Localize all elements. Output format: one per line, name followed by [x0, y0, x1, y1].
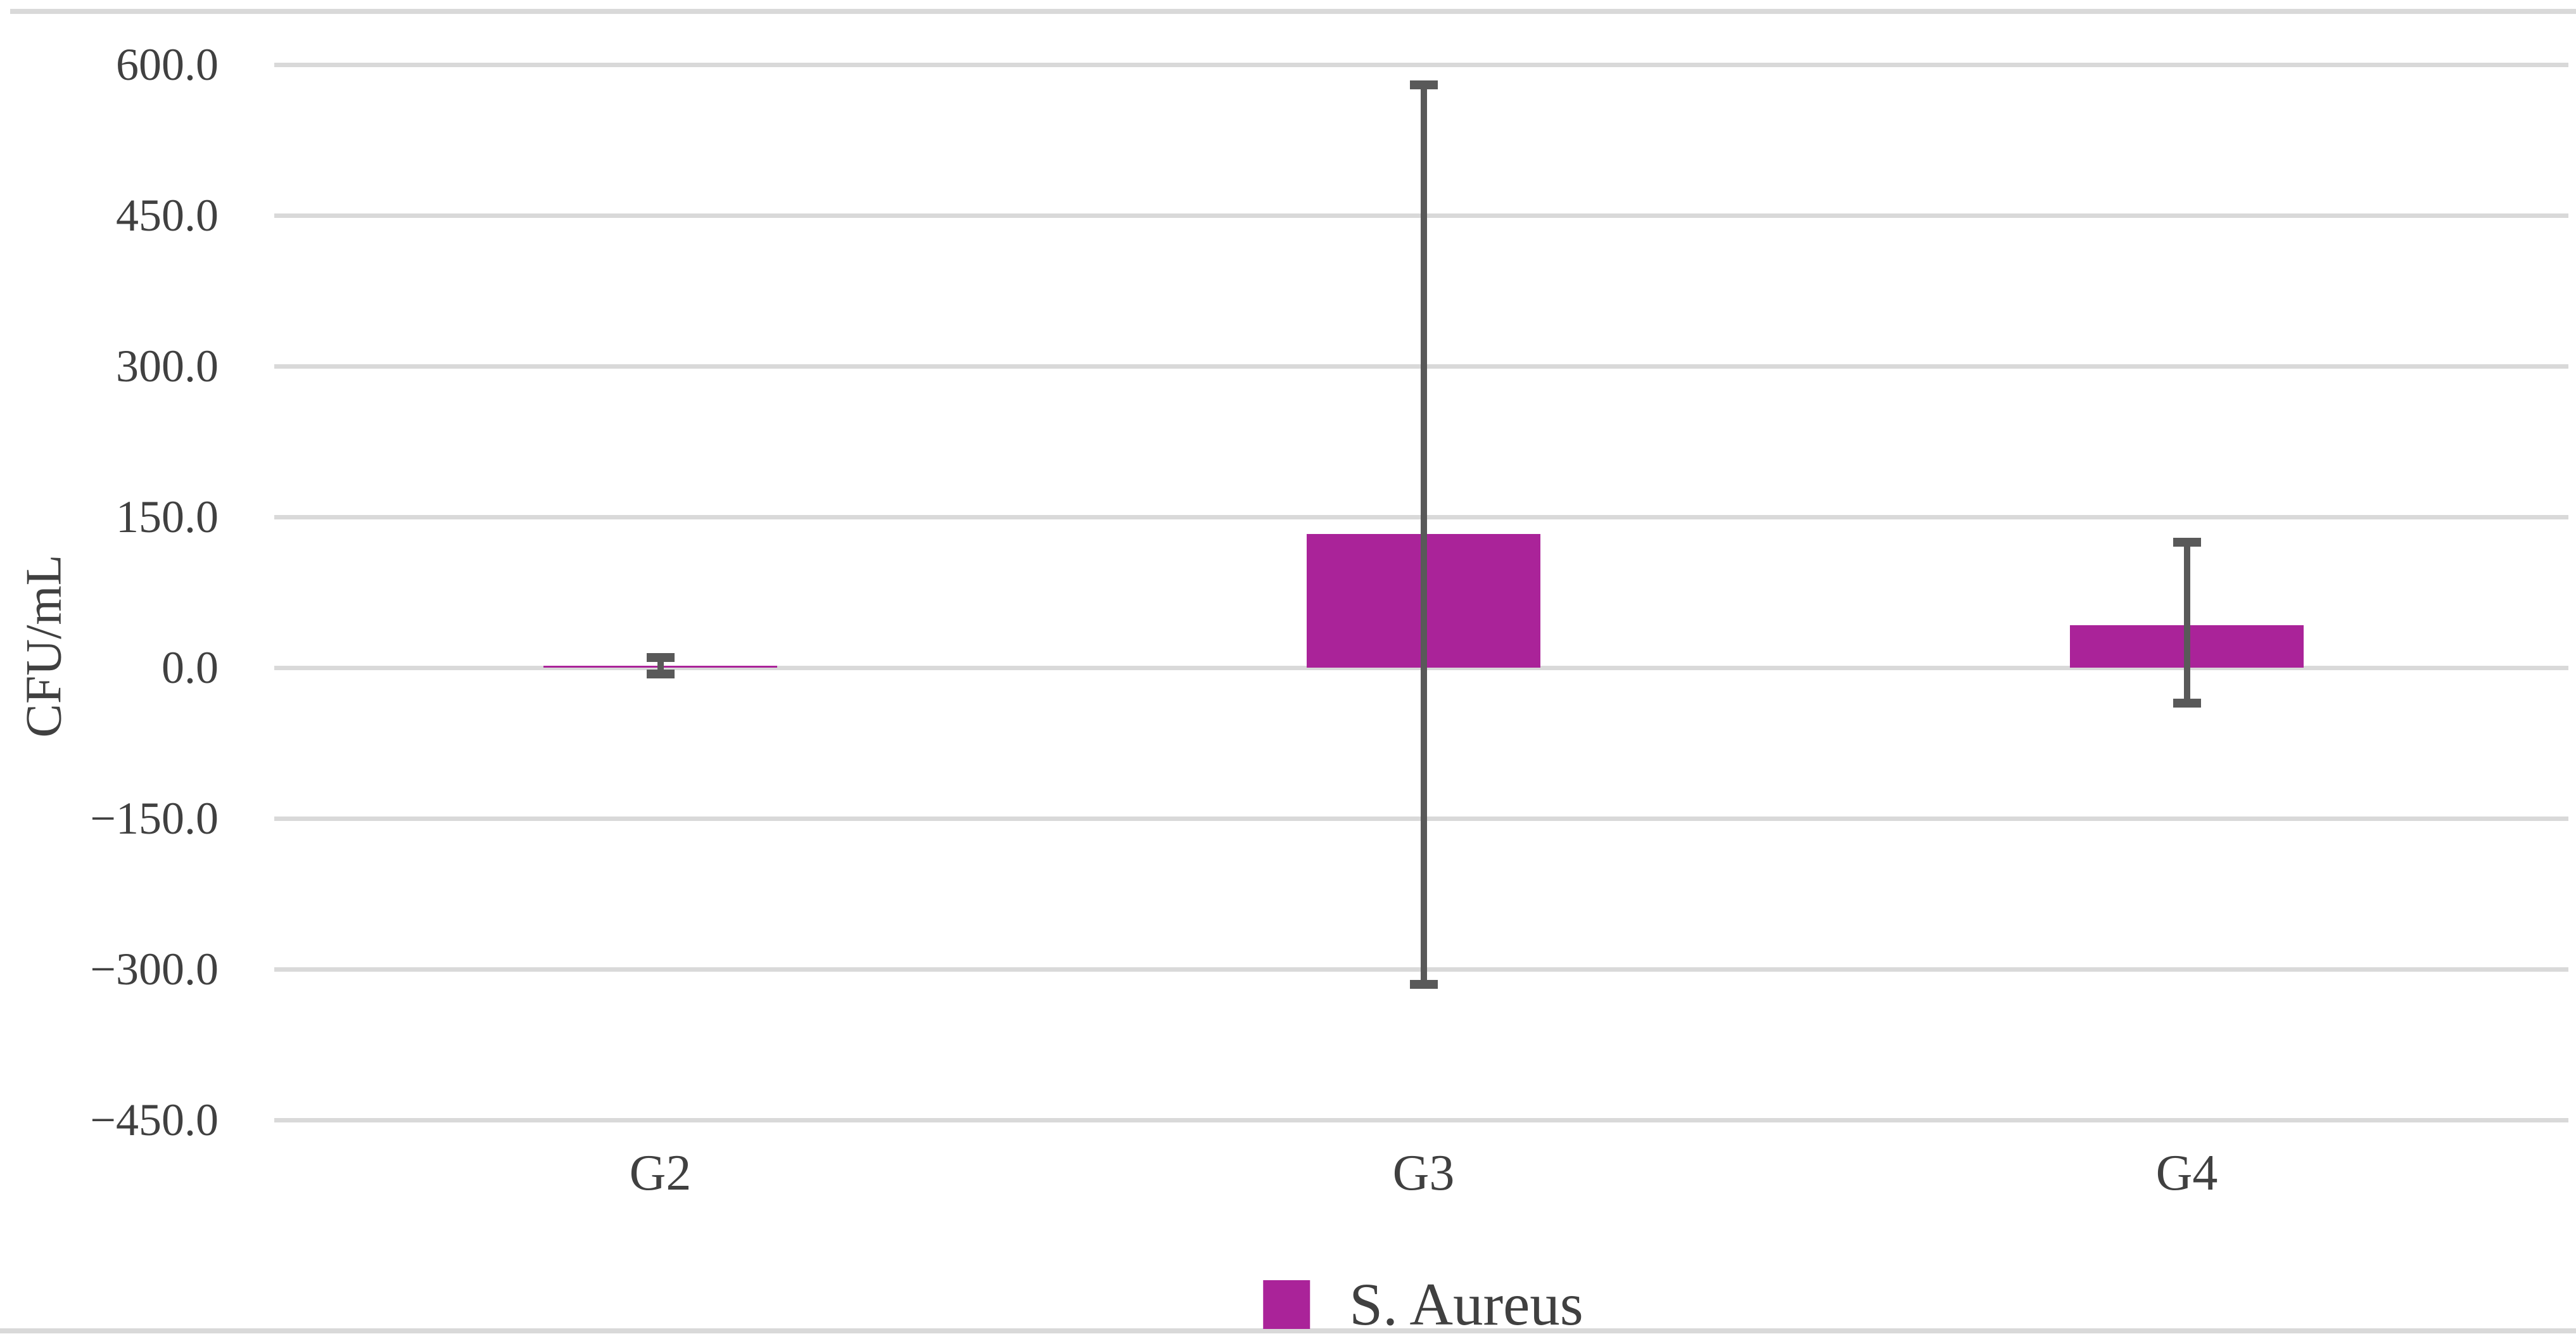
gridline: [274, 1118, 2568, 1122]
legend-label: S. Aureus: [1349, 1271, 1583, 1338]
error-bar-line: [1420, 84, 1427, 984]
y-tick-label: −300.0: [90, 944, 219, 995]
error-bar-top-cap: [646, 653, 675, 663]
y-tick-label: 150.0: [116, 492, 219, 542]
error-bar-top-cap: [1409, 80, 1438, 89]
error-bar-bottom-cap: [646, 669, 675, 678]
y-tick-label: 450.0: [116, 190, 219, 241]
gridline: [274, 63, 2568, 67]
y-tick-label: 300.0: [116, 341, 219, 391]
error-bar-line: [2183, 542, 2190, 703]
x-axis-label-g2: G2: [629, 1145, 692, 1201]
legend-swatch: [1263, 1280, 1310, 1329]
y-tick-label: −150.0: [90, 793, 219, 844]
y-tick-label: 0.0: [162, 642, 219, 693]
error-bar-line: [657, 658, 664, 674]
legend: S. Aureus: [1263, 1274, 1583, 1335]
chart-bottom-border: [0, 1328, 2576, 1333]
y-tick-label: 600.0: [116, 39, 219, 90]
x-axis-label-g4: G4: [2155, 1145, 2218, 1201]
error-bar-bottom-cap: [1409, 979, 1438, 989]
x-axis-label-g3: G3: [1392, 1145, 1455, 1201]
chart-top-border: [10, 9, 2576, 14]
y-tick-label: −450.0: [90, 1095, 219, 1145]
error-bar-top-cap: [2173, 537, 2201, 547]
error-bar-bottom-cap: [2173, 698, 2201, 708]
